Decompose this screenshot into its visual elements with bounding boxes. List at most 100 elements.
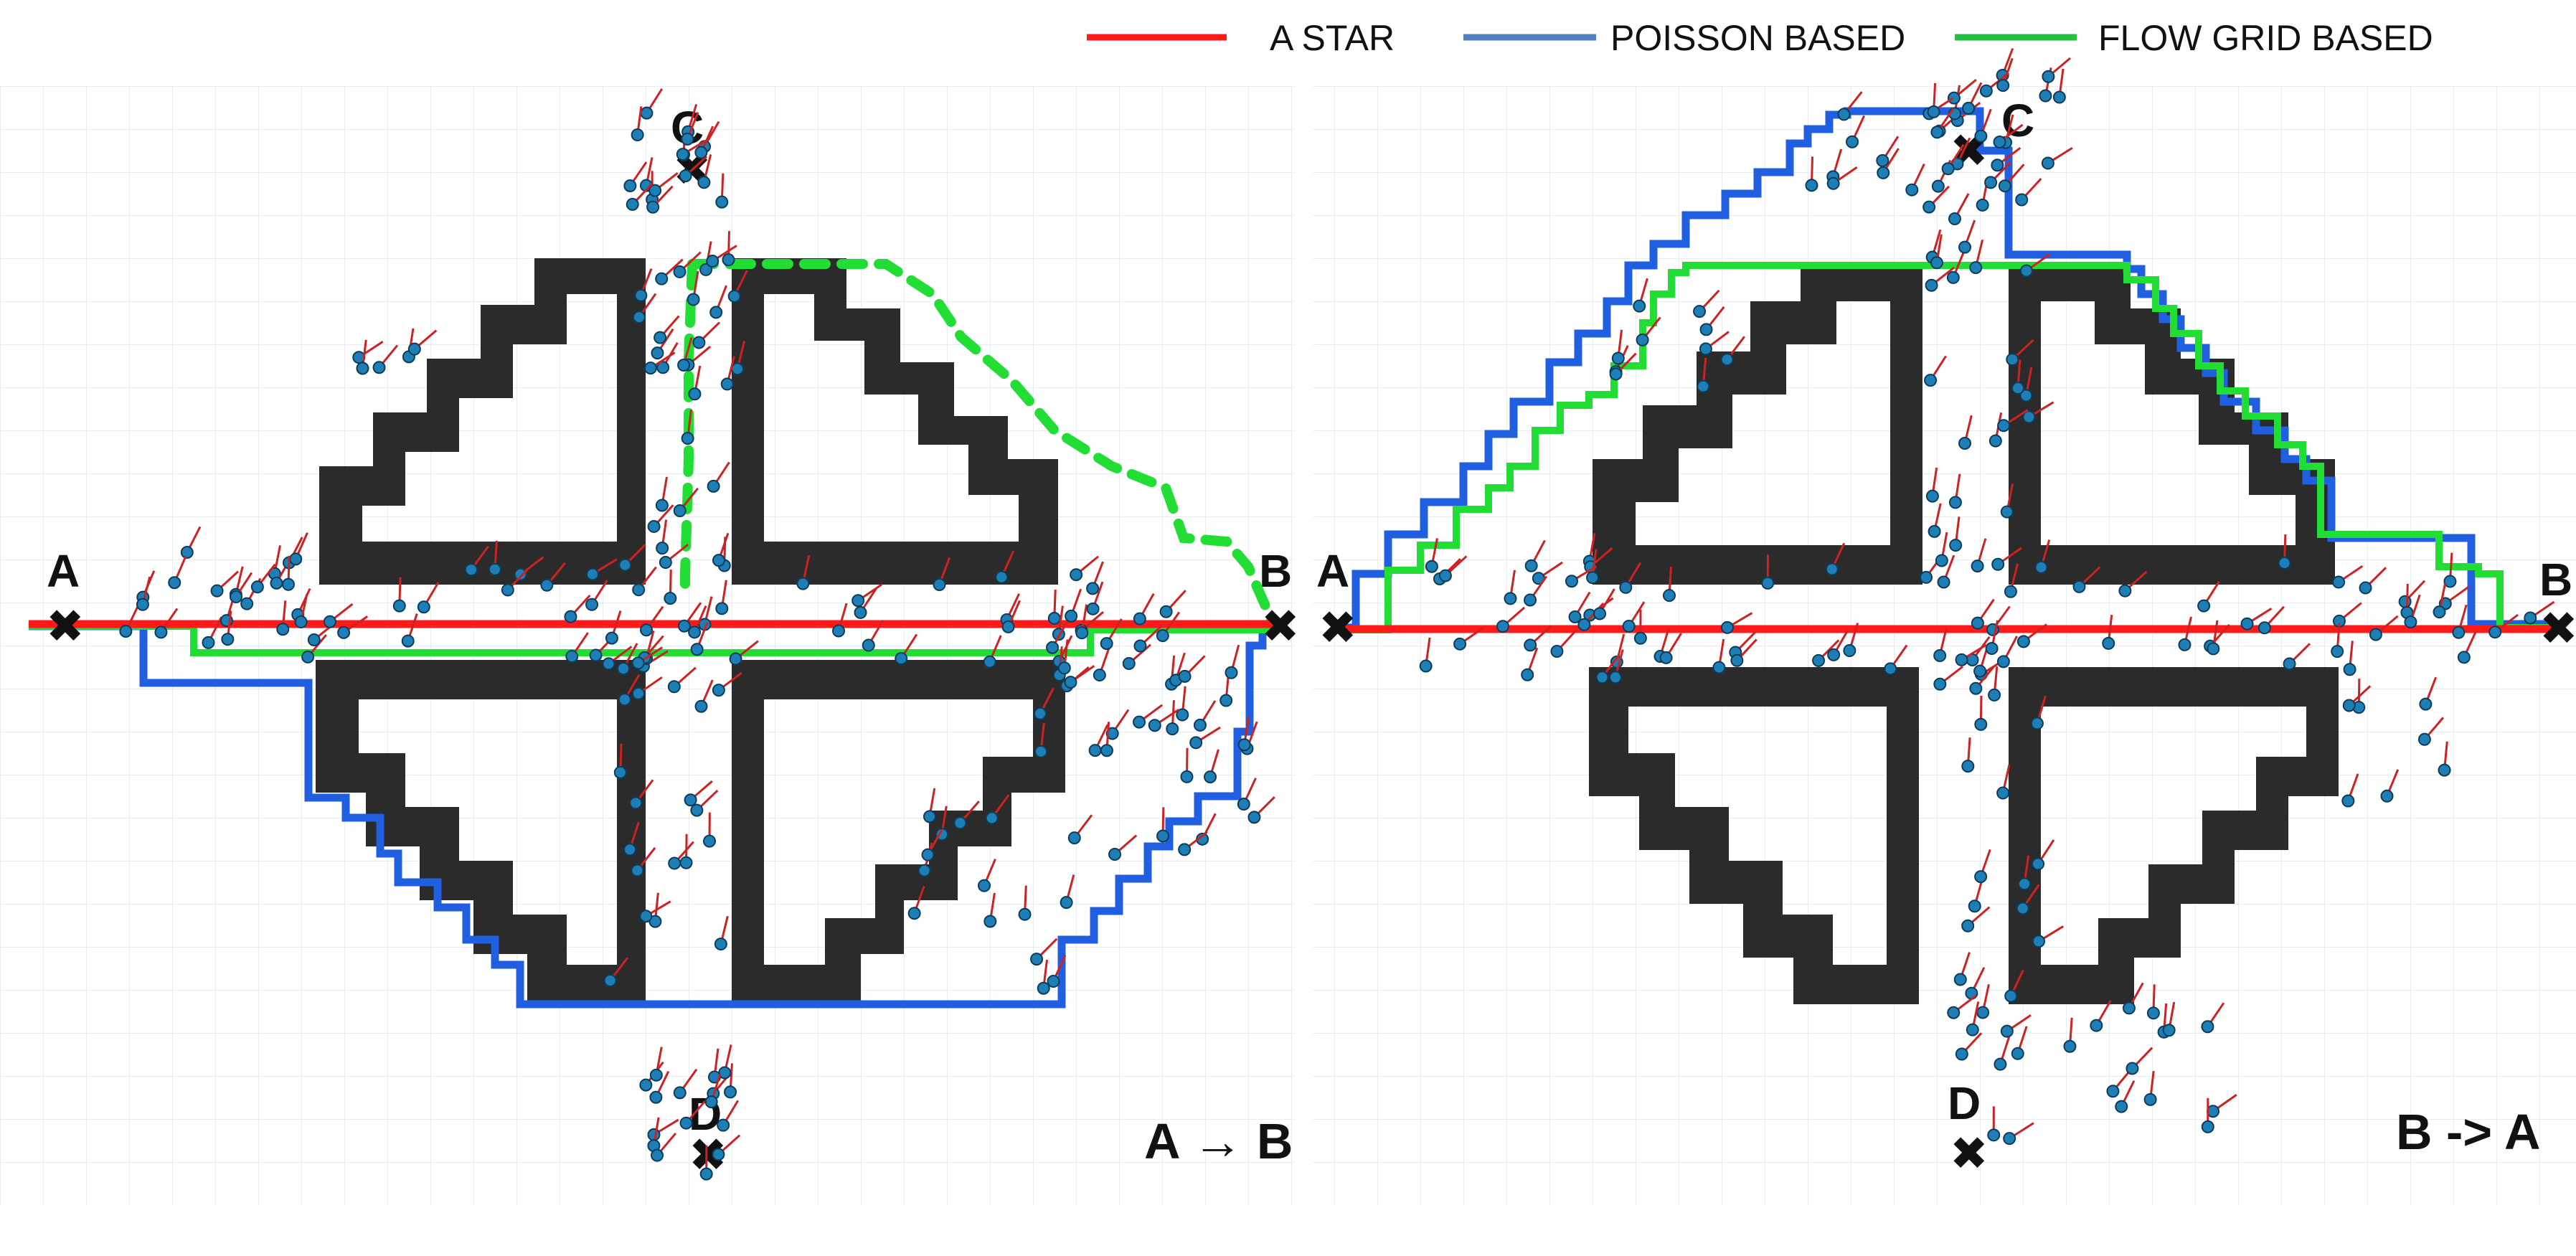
agent-figure (1961, 919, 1975, 932)
cross-icon: ✖ (1950, 1128, 1988, 1179)
agent-figure (136, 598, 149, 611)
agent-figure (1237, 738, 1251, 752)
agent-figure (709, 306, 723, 319)
agent-figure (694, 146, 708, 159)
agent-figure (632, 311, 646, 324)
agent-figure (2102, 636, 2115, 650)
agent-figure (323, 615, 336, 628)
agent-figure (1947, 1006, 1961, 1019)
agent-figure (2369, 628, 2382, 641)
agent-figure (210, 584, 224, 598)
agent-figure (1611, 351, 1625, 365)
agent-figure (2011, 1047, 2024, 1060)
agent-figure (119, 625, 133, 638)
agent-figure (202, 636, 215, 649)
agent-figure (1712, 661, 1726, 674)
agent-figure (1973, 664, 1987, 678)
agent-figure (1958, 437, 1971, 450)
agent-figure (2018, 877, 2032, 891)
poisson-path-right (1334, 107, 2557, 632)
agent-figure (1987, 1128, 2001, 1142)
agent-figure (1608, 671, 1622, 684)
agent-figure (2257, 621, 2271, 635)
agent-figure (1047, 975, 1060, 988)
agent-figure (1933, 677, 1947, 691)
agent-figure (401, 634, 415, 648)
agent-figure (921, 848, 935, 861)
agent-figure (501, 583, 514, 597)
agent-figure (2106, 1085, 2120, 1098)
agent-figure (1905, 183, 1919, 197)
agent-figure (180, 546, 194, 559)
agent-figure (1697, 379, 1710, 393)
agent-figure (1568, 610, 1582, 623)
agent-figure (2452, 625, 2466, 639)
agent-figure (722, 253, 735, 267)
agent-figure (565, 650, 579, 664)
agent-figure (1524, 638, 1537, 652)
agent-figure (488, 562, 501, 576)
agent-figure (2524, 611, 2537, 625)
agent-figure (697, 176, 711, 189)
cross-icon: ✖ (1261, 600, 1300, 652)
agent-figure (2016, 635, 2030, 648)
agent-figure (1156, 629, 1169, 643)
agent-figure (2032, 935, 2046, 948)
agent-figure (690, 643, 704, 656)
agent-figure (356, 362, 369, 375)
panel-left: A ✖ B ✖ C ✖ D ✖ A → B (0, 86, 1300, 1205)
agent-figure (2146, 1006, 2160, 1020)
agent-figure (1496, 620, 1510, 633)
agent-figure (676, 148, 689, 161)
agent-figure (664, 592, 677, 605)
agent-figure (540, 578, 554, 592)
agent-figure (639, 623, 653, 637)
agent-figure (372, 361, 386, 374)
agent-figure (717, 1118, 730, 1132)
agent-figure (1994, 1057, 2007, 1071)
agent-figure (1969, 681, 1983, 695)
agent-figure (796, 577, 810, 590)
agent-figure (1070, 568, 1083, 582)
agent-figure (1941, 162, 1955, 176)
walls (1589, 265, 2339, 1004)
agent-figure (712, 1148, 725, 1161)
agent-figure (656, 361, 670, 374)
agent-figure (1034, 745, 1048, 758)
agent-figure (1922, 200, 1936, 214)
agent-figure (1720, 353, 1734, 367)
flow-grid-dashed-right-branch (687, 259, 1278, 629)
agent-figure (673, 1086, 687, 1100)
cross-icon: ✖ (1318, 602, 1357, 653)
agent-figure (667, 680, 681, 694)
agent-figure (694, 699, 708, 713)
agent-figure (1438, 569, 1452, 582)
agent-figure (1985, 642, 1999, 656)
agent-figure (704, 1095, 718, 1109)
agent-figure (895, 652, 908, 666)
agent-figure (1565, 575, 1578, 588)
agent-figure (2207, 1105, 2220, 1118)
agent-figure (651, 1148, 664, 1162)
agent-figure (647, 519, 661, 533)
agent-figure (2359, 581, 2372, 595)
agent-figure (654, 331, 667, 344)
agent-figure (639, 910, 653, 923)
agent-figure (585, 598, 599, 611)
agent-figure (1969, 261, 1983, 275)
agent-figure (2052, 90, 2066, 104)
agent-figure (2178, 638, 2192, 651)
agent-figure (1962, 101, 1976, 115)
flow-grid-dashed-left (680, 259, 697, 600)
agent-figure (673, 265, 687, 278)
flow-grid-path-right (1334, 262, 2557, 633)
agent-figure (2443, 575, 2457, 588)
agent-figure (707, 479, 720, 493)
agent-figure (1827, 648, 1841, 661)
agent-figure (2201, 1020, 2214, 1034)
agent-figure (2380, 789, 2394, 803)
agent-figure (2022, 410, 2036, 424)
agent-figure (2034, 560, 2048, 574)
agent-figure (1955, 1047, 1968, 1061)
agent-figure (714, 938, 727, 951)
